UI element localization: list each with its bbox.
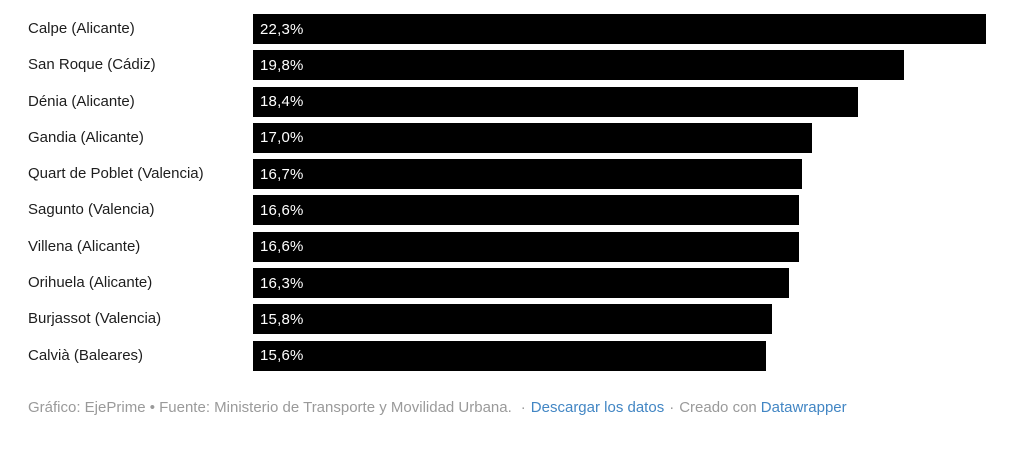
row-label: Sagunto (Valencia) (28, 201, 155, 219)
bar-chart: Calpe (Alicante) 22,3% San Roque (Cádiz) 19… (0, 14, 1024, 416)
chart-row: San Roque (Cádiz) 19,8% (0, 50, 1024, 81)
bar-value-label: 17,0% (260, 129, 304, 147)
bar-track: 17,0% (253, 122, 1024, 153)
row-label: Calpe (Alicante) (28, 20, 135, 37)
chart-rows: Calpe (Alicante) 22,3% San Roque (Cádiz) 19… (0, 14, 1024, 371)
footer-credit: Gráfico: EjePrime • Fuente: Ministerio d… (28, 398, 512, 416)
chart-row: Quart de Poblet (Valencia) 16,7% (0, 159, 1024, 190)
chart-row: Villena (Alicante) 16,6% (0, 231, 1024, 262)
row-label: Dénia (Alicante) (28, 92, 135, 110)
bar-track: 22,3% (253, 14, 1024, 44)
chart-row: Dénia (Alicante) 18,4% (0, 86, 1024, 117)
bar: 16,6% (253, 231, 799, 262)
chart-row: Orihuela (Alicante) 16,3% (0, 268, 1024, 299)
chart-row: Sagunto (Valencia) 16,6% (0, 195, 1024, 226)
bar: 16,6% (253, 195, 799, 226)
bar: 19,8% (253, 50, 904, 81)
row-label: Orihuela (Alicante) (28, 274, 153, 292)
row-label: Quart de Poblet (Valencia) (28, 165, 204, 183)
bar-track: 16,6% (253, 231, 1024, 262)
footer-separator: · (669, 398, 675, 416)
bar-value-label: 16,6% (260, 238, 304, 256)
bar: 16,7% (253, 159, 802, 190)
chart-row: Calvià (Baleares) 15,6% (0, 340, 1024, 371)
bar-track: 18,4% (253, 86, 1024, 117)
bar: 22,3% (253, 14, 986, 44)
download-data-link[interactable]: Descargar los datos (530, 398, 665, 416)
footer-created-with: Creado con (679, 398, 757, 416)
row-label: Burjassot (Valencia) (28, 310, 162, 328)
bar: 15,6% (253, 340, 766, 371)
bar-value-label: 16,3% (260, 274, 304, 292)
chart-row: Burjassot (Valencia) 15,8% (0, 304, 1024, 335)
bar: 18,4% (253, 86, 858, 117)
bar-track: 16,3% (253, 268, 1024, 299)
row-label: Villena (Alicante) (28, 237, 141, 255)
bar-track: 19,8% (253, 50, 1024, 81)
bar-value-label: 16,7% (260, 165, 304, 183)
chart-footer: Gráfico: EjePrime • Fuente: Ministerio d… (0, 399, 1024, 416)
row-label: Gandia (Alicante) (28, 128, 144, 146)
datawrapper-link[interactable]: Datawrapper (760, 398, 847, 416)
chart-row: Gandia (Alicante) 17,0% (0, 122, 1024, 153)
row-label: Calvià (Baleares) (28, 346, 144, 364)
bar: 16,3% (253, 268, 789, 299)
bar: 15,8% (253, 304, 772, 335)
bar-value-label: 19,8% (260, 56, 304, 74)
bar-value-label: 15,8% (260, 310, 304, 328)
bar-track: 16,6% (253, 195, 1024, 226)
bar-track: 15,6% (253, 340, 1024, 371)
footer-separator: · (520, 398, 526, 416)
row-label: San Roque (Cádiz) (28, 56, 156, 74)
bar-track: 16,7% (253, 159, 1024, 190)
bar-track: 15,8% (253, 304, 1024, 335)
bar-value-label: 22,3% (260, 20, 304, 38)
chart-row: Calpe (Alicante) 22,3% (0, 14, 1024, 44)
bar: 17,0% (253, 122, 812, 153)
bar-value-label: 16,6% (260, 201, 304, 219)
bar-value-label: 15,6% (260, 347, 304, 365)
bar-value-label: 18,4% (260, 93, 304, 111)
